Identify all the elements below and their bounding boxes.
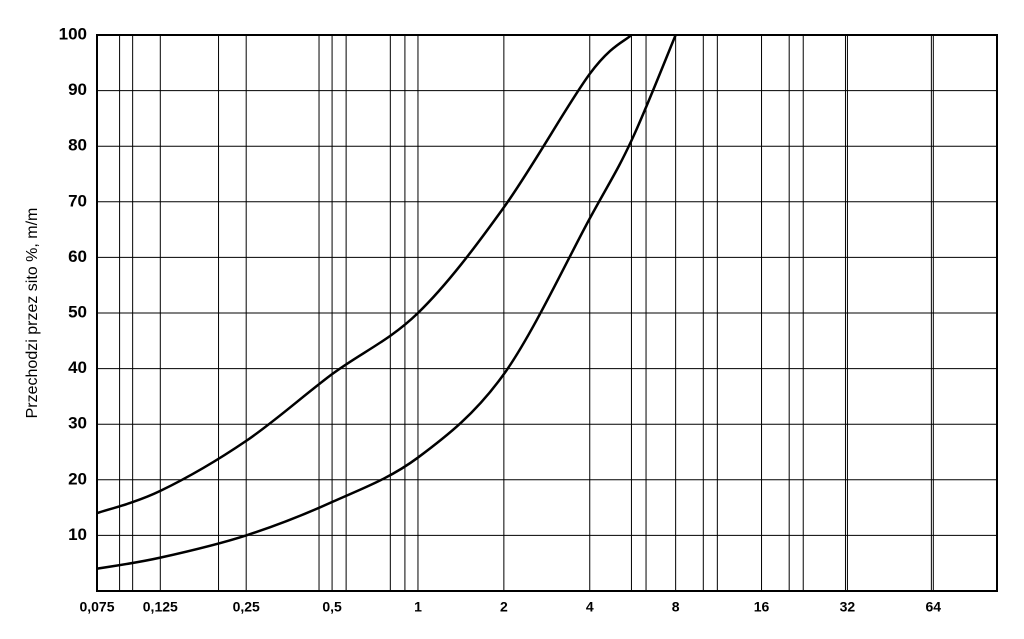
y-tick-label: 10 (68, 525, 87, 544)
x-tick-label: 4 (586, 599, 594, 615)
y-axis-label: Przechodzi przez sito %, m/m (24, 208, 41, 419)
x-tick-label: 8 (672, 599, 680, 615)
curve (96, 34, 677, 570)
curve (96, 34, 633, 515)
y-tick-label: 70 (68, 191, 87, 210)
x-tick-label: 0,25 (233, 599, 260, 615)
y-tick-label: 20 (68, 469, 87, 488)
plot-frame (96, 34, 998, 592)
y-tick-label: 60 (68, 247, 87, 266)
y-tick-label: 90 (68, 80, 87, 99)
x-tick-label: 1 (414, 599, 422, 615)
x-tick-label: 2 (500, 599, 508, 615)
x-tick-label: 0,125 (143, 599, 178, 615)
x-tick-label: 16 (754, 599, 770, 615)
y-tick-label: 50 (68, 302, 87, 321)
x-tick-label: 64 (926, 599, 942, 615)
y-tick-label: 80 (68, 136, 87, 155)
x-tick-label: 0,075 (79, 599, 114, 615)
y-tick-label: 30 (68, 414, 87, 433)
y-tick-label: 40 (68, 358, 87, 377)
y-tick-label: 100 (59, 24, 87, 43)
x-tick-label: 0,5 (322, 599, 342, 615)
x-tick-label: 32 (840, 599, 856, 615)
